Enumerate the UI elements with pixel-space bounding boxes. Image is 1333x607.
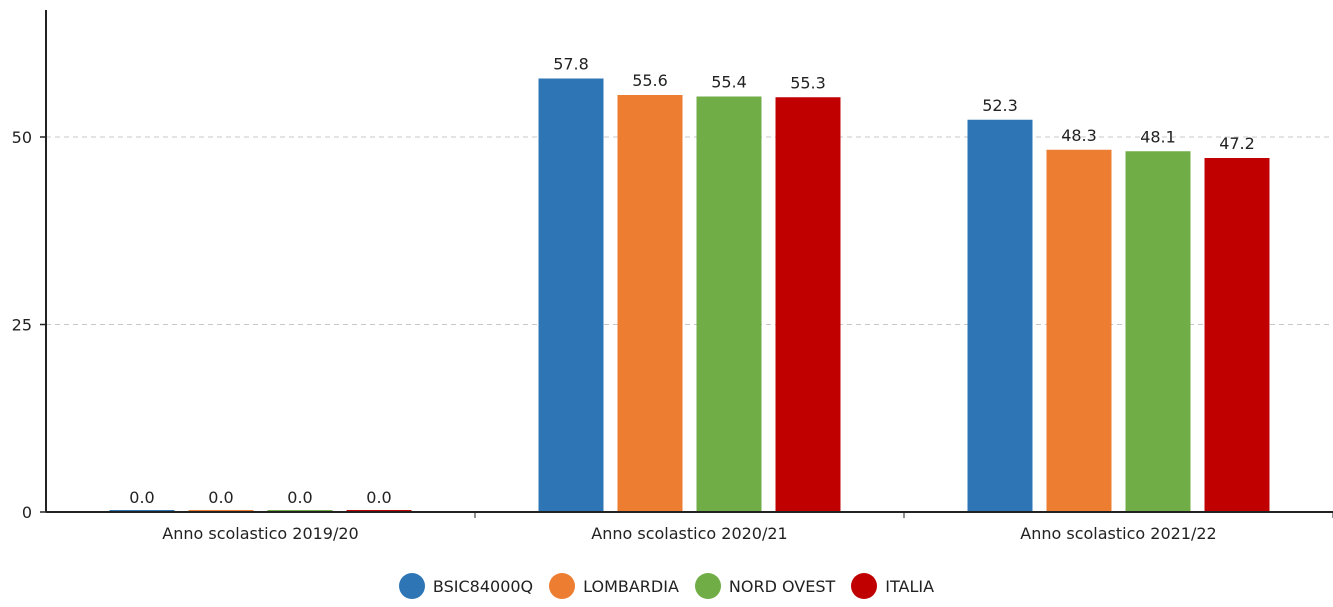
bar — [538, 78, 604, 512]
y-axis-ticks: 0 25 50 — [12, 128, 46, 522]
bar-value-labels: 0.0 0.0 0.0 0.0 57.8 55.6 55.4 55.3 52.3 48.3 48.1… — [129, 55, 1255, 508]
legend-swatch — [549, 573, 576, 599]
legend-item[interactable]: LOMBARDIA — [549, 573, 679, 599]
bar-value-label: 52.3 — [982, 96, 1018, 115]
legend-swatch — [694, 573, 721, 599]
bar-value-label: 0.0 — [208, 488, 233, 507]
bar-value-label: 55.4 — [711, 73, 747, 92]
bar-value-label: 55.6 — [632, 71, 668, 90]
bars — [109, 78, 1270, 512]
legend-item[interactable]: NORD OVEST — [694, 573, 836, 599]
bar — [1125, 151, 1191, 512]
y-tick-label: 50 — [12, 128, 32, 147]
bar-value-label: 57.8 — [553, 55, 589, 74]
x-axis-ticks: Anno scolastico 2019/20 Anno scolastico 2… — [162, 512, 1333, 543]
y-tick-label: 0 — [22, 503, 32, 522]
legend-label: NORD OVEST — [728, 576, 836, 596]
legend-label: LOMBARDIA — [583, 576, 679, 596]
legend-swatch — [398, 573, 425, 599]
bar-value-label: 48.1 — [1140, 127, 1176, 146]
y-tick-label: 25 — [12, 316, 32, 335]
legend: BSIC84000Q LOMBARDIA NORD OVEST ITALIA — [0, 573, 1333, 599]
bar-value-label: 48.3 — [1061, 126, 1097, 145]
bar — [775, 97, 841, 512]
bar-value-label: 47.2 — [1219, 134, 1255, 153]
legend-label: BSIC84000Q — [432, 576, 534, 596]
bar — [1204, 158, 1270, 512]
legend-item[interactable]: BSIC84000Q — [398, 573, 534, 599]
legend-swatch — [851, 573, 878, 599]
legend-label: ITALIA — [885, 576, 935, 596]
bar-value-label: 55.3 — [790, 73, 826, 92]
bar — [967, 119, 1033, 512]
bar-value-label: 0.0 — [287, 488, 312, 507]
x-tick-label: Anno scolastico 2020/21 — [591, 524, 787, 543]
bar — [696, 96, 762, 512]
bar-value-label: 0.0 — [366, 488, 391, 507]
x-tick-label: Anno scolastico 2021/22 — [1020, 524, 1216, 543]
bar — [1046, 149, 1112, 512]
bar-value-label: 0.0 — [129, 488, 154, 507]
legend-item[interactable]: ITALIA — [851, 573, 934, 599]
bar — [617, 95, 683, 512]
x-tick-label: Anno scolastico 2019/20 — [162, 524, 358, 543]
